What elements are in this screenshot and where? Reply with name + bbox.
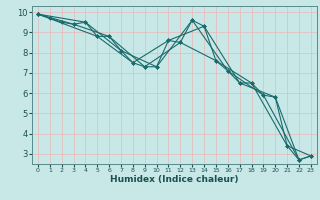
X-axis label: Humidex (Indice chaleur): Humidex (Indice chaleur): [110, 175, 239, 184]
